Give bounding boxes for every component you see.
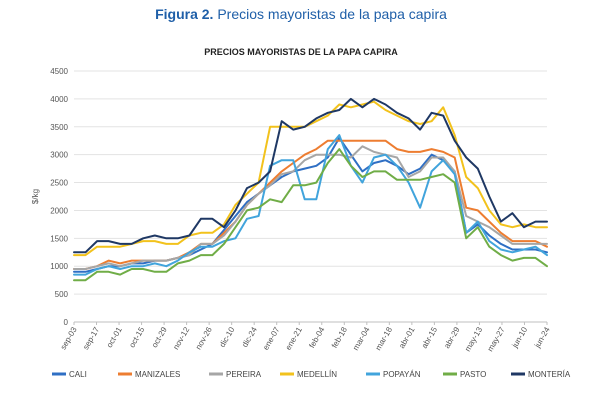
legend-label: CALI <box>69 370 87 379</box>
y-tick-label: 2500 <box>50 179 68 188</box>
series-line-pasto <box>73 148 548 282</box>
x-tick-label: nov-12 <box>171 325 191 351</box>
legend: CALI MANIZALES PEREIRA MEDELLÍN POPAYÁN PASTO… <box>52 370 571 379</box>
x-tick-label: may-13 <box>463 325 484 353</box>
x-tick-label: ene-21 <box>284 325 305 352</box>
series-line-montería <box>73 97 548 254</box>
y-tick-label: 3500 <box>50 123 68 132</box>
x-tick-label: sep-17 <box>81 325 101 351</box>
x-axis-ticks: sep-03 sep-17 oct-01 oct-15 oct-29 nov-12 nov-… <box>59 322 552 353</box>
x-tick-label: jun-24 <box>532 325 552 350</box>
legend-label: PASTO <box>460 370 486 379</box>
y-tick-label: 500 <box>55 290 69 299</box>
legend-label: PEREIRA <box>226 370 262 379</box>
x-tick-label: oct-15 <box>127 325 146 349</box>
figure-caption-prefix: Figura 2. <box>155 6 214 22</box>
figure-caption-text: Precios mayoristas de la papa capira <box>217 6 447 22</box>
y-tick-label: 4000 <box>50 95 68 104</box>
x-tick-label: feb-04 <box>307 325 326 350</box>
y-axis-label: $/kg <box>31 189 40 204</box>
series-line-popayán <box>73 134 548 276</box>
x-tick-label: oct-29 <box>150 325 169 349</box>
x-tick-label: nov-26 <box>194 325 214 351</box>
chart-title: PRECIOS MAYORISTAS DE LA PAPA CAPIRA <box>204 47 398 57</box>
x-tick-label: abr-29 <box>442 325 462 350</box>
y-tick-label: 4500 <box>50 67 68 76</box>
x-tick-label: dic-24 <box>240 325 259 349</box>
legend-label: MONTERÍA <box>528 370 571 379</box>
x-tick-label: mar-18 <box>374 325 395 352</box>
y-axis-ticks: 0 500 1000 1500 2000 2500 3000 3500 4000 4500 <box>50 67 68 327</box>
x-tick-label: abr-01 <box>397 325 417 350</box>
x-tick-label: dic-10 <box>218 325 237 349</box>
x-tick-label: ene-07 <box>261 325 282 352</box>
x-tick-label: mar-04 <box>351 325 372 352</box>
legend-label: MEDELLÍN <box>297 370 337 379</box>
figure-caption: Figura 2. Precios mayoristas de la papa … <box>0 6 602 22</box>
series-line-medellín <box>73 100 548 257</box>
legend-label: MANIZALES <box>135 370 180 379</box>
series-lines <box>73 97 548 282</box>
legend-label: POPAYÁN <box>383 370 421 379</box>
series-line-pereira <box>73 145 548 270</box>
y-tick-label: 2000 <box>50 206 68 215</box>
y-tick-label: 1000 <box>50 262 68 271</box>
x-tick-label: abr-15 <box>420 325 440 350</box>
series-line-manizales <box>73 139 548 270</box>
y-tick-label: 0 <box>64 318 69 327</box>
x-tick-label: jun-10 <box>510 325 530 350</box>
grid-lines <box>74 70 547 323</box>
x-tick-label: may-27 <box>486 325 507 353</box>
x-tick-label: oct-01 <box>105 325 124 349</box>
x-tick-label: feb-18 <box>330 325 349 350</box>
x-tick-label: sep-03 <box>59 325 79 351</box>
y-tick-label: 1500 <box>50 234 68 243</box>
y-tick-label: 3000 <box>50 151 68 160</box>
